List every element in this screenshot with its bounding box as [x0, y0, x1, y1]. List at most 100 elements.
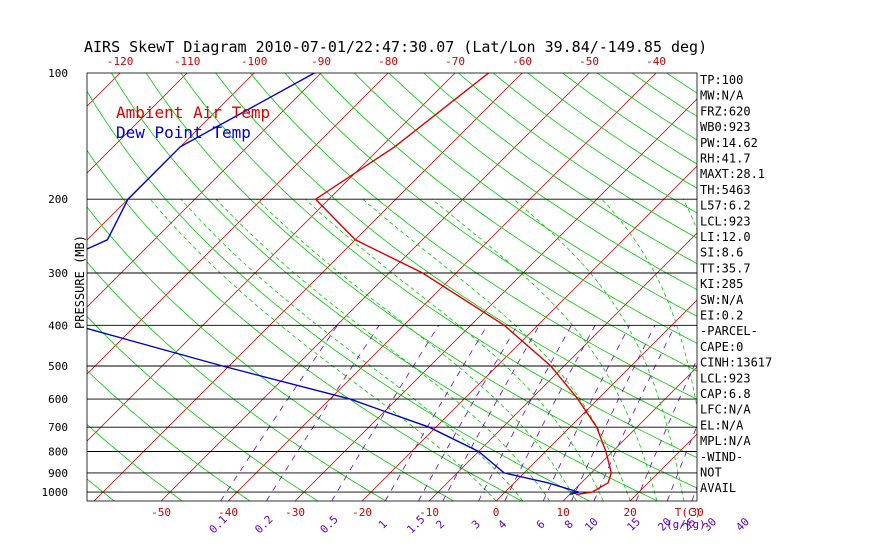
index-line: LCL:923 [700, 214, 751, 228]
pressure-tick-label: 200 [48, 193, 68, 206]
dry-adiabat-line [771, 73, 870, 501]
moist-adiabat-line [362, 198, 631, 501]
dry-adiabat-line [458, 73, 697, 239]
dry-adiabat-line [87, 478, 115, 501]
index-line: LCL:923 [700, 371, 751, 385]
isotherm-line [495, 299, 697, 501]
temperature-unit-label: T(C) [675, 506, 702, 519]
index-line: SI:8.6 [700, 246, 743, 260]
dry-adiabat-line [527, 73, 697, 189]
mixing-ratio-label: 0.2 [252, 513, 275, 536]
mixing-ratio-line [442, 325, 540, 501]
moist-adiabat-line [304, 198, 604, 501]
isotherm-line [93, 73, 523, 501]
index-line: MPL:N/A [700, 434, 751, 448]
legend: Ambient Air Temp Dew Point Temp [116, 103, 270, 142]
index-line: PW:14.62 [700, 136, 758, 150]
bottom-temperature-tick: 30 [690, 506, 703, 519]
mixing-ratio-line [635, 358, 697, 501]
mixing-ratio-label: 3 [469, 518, 483, 532]
index-line: KI:285 [700, 277, 743, 291]
bottom-temperature-tick: -20 [352, 506, 372, 519]
isotherm-line [87, 73, 255, 241]
moist-adiabat-line [750, 199, 764, 501]
mixing-ratio-line [666, 424, 697, 501]
dry-adiabat-line [145, 73, 697, 489]
dry-adiabat-line [388, 73, 697, 291]
index-line: -PARCEL- [700, 324, 758, 338]
profile-curves [87, 73, 613, 496]
isotherm-line [764, 73, 870, 501]
bottom-temperature-tick: -10 [419, 506, 439, 519]
pressure-tick-label: 600 [48, 393, 68, 406]
dry-adiabat-line [87, 90, 590, 501]
dry-adiabat-line [87, 206, 455, 501]
legend-ambient-air-temp: Ambient Air Temp [116, 103, 270, 122]
index-line: EI:0.2 [700, 309, 743, 323]
top-temperature-tick: -90 [311, 55, 331, 68]
index-line: TP:100 [700, 73, 743, 87]
index-line: FRZ:620 [700, 104, 751, 118]
index-line: MAXT:28.1 [700, 167, 765, 181]
isotherm-line [87, 73, 456, 442]
moist-adiabat-line [149, 198, 497, 501]
dry-adiabat-line [87, 315, 319, 501]
isotherm-line [294, 98, 697, 501]
isotherm-line [87, 73, 389, 375]
index-line: RH:41.7 [700, 152, 751, 166]
pressure-tick-label: 800 [48, 446, 68, 459]
dry-adiabat-line [805, 73, 870, 501]
series-dew-point-temp [87, 73, 582, 496]
index-line: LFC:N/A [700, 403, 751, 417]
mixing-ratio-line [542, 325, 630, 501]
mixing-ratio-label: 4 [495, 517, 509, 531]
pressure-tick-label: 100 [48, 67, 68, 80]
dry-adiabat-line [111, 73, 658, 501]
bottom-temperature-tick: -30 [285, 506, 305, 519]
top-temperature-tick: -100 [241, 55, 268, 68]
legend-dew-point-temp: Dew Point Temp [116, 123, 251, 142]
series-ambient-air-temp [314, 73, 613, 496]
moist-adiabat-line [256, 198, 577, 501]
mixing-ratio-line [331, 325, 440, 501]
y-axis-label: PRESSURE (MB) [73, 235, 87, 329]
index-line: CINH:13617 [700, 356, 772, 370]
mixing-ratio-unit: (g/kg) [666, 518, 706, 531]
isotherm-line [87, 73, 121, 107]
index-line: AVAIL [700, 481, 736, 495]
mixing-ratio-label: 2 [433, 518, 447, 532]
dry-adiabat-line [215, 73, 697, 429]
index-line: TT:35.7 [700, 261, 751, 275]
top-temperature-tick: -70 [445, 55, 465, 68]
dry-adiabat-line [284, 73, 697, 372]
isotherm-line [87, 73, 322, 308]
pressure-tick-label: 900 [48, 467, 68, 480]
moist-adiabat-line [215, 198, 551, 501]
isotherm-line [562, 366, 697, 501]
isotherm-line [831, 73, 870, 501]
isotherm-line [160, 73, 590, 501]
background-grid [87, 73, 870, 501]
chart-title: AIRS SkewT Diagram 2010-07-01/22:47:30.0… [84, 38, 707, 56]
top-temperature-tick: -110 [174, 55, 201, 68]
index-line: EL:N/A [700, 418, 744, 432]
dry-adiabat-line [423, 73, 697, 265]
moist-adiabat-line [431, 198, 658, 501]
isobar-lines: 100 200 300 400 500 600 700 800 900 1000 [42, 67, 697, 499]
dry-adiabat-line [87, 261, 387, 501]
mixing-ratio-label: 40 [733, 515, 752, 534]
dry-adiabat-line [87, 149, 522, 501]
pressure-tick-label: 400 [48, 319, 68, 332]
pressure-tick-label: 1000 [42, 486, 69, 499]
moist-adiabat-line [513, 198, 685, 501]
mixing-ratio-line [571, 325, 656, 501]
mixing-ratio-label: 10 [582, 515, 601, 534]
dry-adiabat-line [319, 73, 697, 344]
index-line: MW:N/A [700, 89, 744, 103]
index-line: -WIND- [700, 450, 743, 464]
top-temperature-tick: -60 [512, 55, 532, 68]
mixing-ratio-line [266, 325, 380, 501]
top-temperature-tick: -40 [646, 55, 666, 68]
bottom-temperature-tick: -50 [151, 506, 171, 519]
